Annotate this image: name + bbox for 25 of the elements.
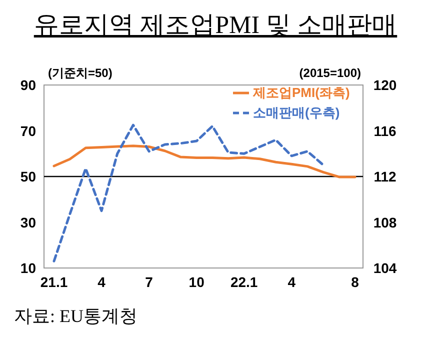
text: (2015=100) [299, 66, 361, 80]
text: 자료: EU통계청 [14, 306, 138, 326]
legend-label: 소매판매(우측) [253, 105, 340, 120]
x-tick-label: 4 [98, 274, 106, 290]
legend-label: 제조업PMI(좌측) [252, 85, 350, 100]
x-tick-label: 7 [145, 274, 154, 290]
x-tick-label: 10 [188, 274, 205, 290]
line-series [52, 144, 356, 178]
x-tick-label: 22.1 [230, 274, 258, 290]
y2-tick-label: 112 [374, 168, 397, 184]
y-tick-label: 50 [20, 168, 36, 184]
x-tick-label: 8 [351, 274, 360, 290]
x-tick-label: 4 [288, 274, 296, 290]
y2-tick-label: 108 [373, 214, 397, 230]
y-tick-label: 70 [20, 122, 36, 139]
y-tick-label: 10 [20, 260, 36, 276]
y-tick-label: 30 [20, 214, 36, 230]
x-tick-label: 21.1 [40, 274, 68, 290]
line-series [52, 124, 325, 262]
y2-tick-label: 116 [374, 122, 397, 139]
y-tick-label: 90 [20, 77, 36, 93]
text: (기준치=50) [48, 66, 112, 80]
chart-title: 유로지역 제조업PMI 및 소매판매 [34, 12, 398, 39]
y2-tick-label: 104 [373, 260, 397, 276]
y2-tick-label: 120 [373, 77, 397, 93]
